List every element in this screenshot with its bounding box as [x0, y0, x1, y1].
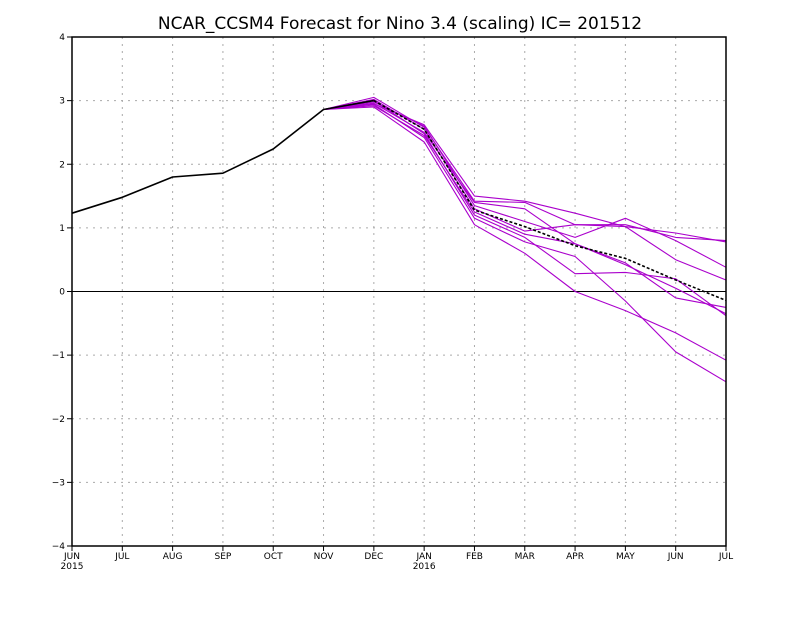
y-tick-label: −3 [52, 478, 65, 488]
x-tick-label: JUL [718, 552, 733, 562]
x-tick-label: JUL [114, 552, 129, 562]
x-year-label: 2015 [61, 562, 84, 572]
x-tick-label: NOV [314, 552, 335, 562]
x-tick-label: APR [566, 552, 584, 562]
x-tick-label: MAR [515, 552, 535, 562]
y-tick-label: 4 [59, 33, 65, 43]
ensemble-mean-line [373, 99, 727, 302]
x-tick-label: JUN [63, 552, 80, 562]
ensemble-member-line-1 [323, 103, 727, 243]
x-tick-label: JAN [415, 552, 431, 562]
ensemble-member-line-7 [323, 100, 727, 317]
x-tick-label: JUN [667, 552, 684, 562]
ensemble-member-line-5 [323, 102, 727, 308]
y-axis: 4 3 2 1 0 −1 −2 −3 −4 [52, 33, 72, 552]
x-year-label: 2016 [413, 562, 436, 572]
y-tick-label: 3 [59, 97, 65, 107]
x-tick-label: OCT [264, 552, 283, 562]
observed-line [71, 99, 374, 214]
chart-title: NCAR_CCSM4 Forecast for Nino 3.4 (scalin… [158, 14, 642, 34]
ensemble-member-line-4 [323, 98, 727, 281]
y-tick-label: −4 [52, 542, 66, 552]
ensemble-members [323, 96, 727, 383]
observed-series [71, 99, 374, 214]
x-axis: JUN JUL AUG SEP OCT NOV DEC JAN FEB MAR APR MAY JUN J… [61, 546, 733, 572]
x-tick-label: FEB [466, 552, 483, 562]
y-tick-label: 1 [59, 224, 65, 234]
ensemble-member-line-9 [323, 106, 727, 361]
ensemble-mean-series [373, 99, 727, 302]
x-tick-label: AUG [163, 552, 183, 562]
x-tick-label: DEC [364, 552, 383, 562]
y-tick-label: 0 [59, 288, 65, 298]
x-tick-label: MAY [616, 552, 635, 562]
y-tick-label: −1 [52, 351, 65, 361]
y-tick-label: −2 [52, 415, 65, 425]
grid-lines [72, 37, 726, 546]
y-tick-label: 2 [59, 160, 65, 170]
ensemble-member-line-8 [323, 103, 727, 383]
x-tick-label: SEP [215, 552, 232, 562]
